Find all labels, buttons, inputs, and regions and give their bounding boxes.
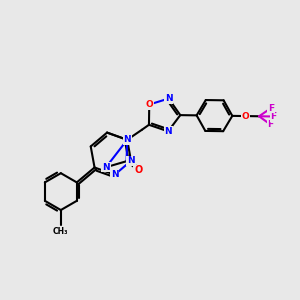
Text: N: N: [111, 170, 118, 179]
Text: F: F: [268, 104, 274, 113]
Text: N: N: [164, 127, 172, 136]
Text: N: N: [127, 156, 135, 165]
Text: N: N: [123, 135, 131, 144]
Text: F: F: [270, 112, 276, 121]
Text: CH₃: CH₃: [53, 227, 69, 236]
Text: O: O: [134, 165, 142, 175]
Text: N: N: [102, 163, 110, 172]
Text: F: F: [268, 120, 274, 129]
Text: N: N: [165, 94, 172, 103]
Text: O: O: [146, 100, 153, 109]
Text: O: O: [242, 112, 250, 121]
